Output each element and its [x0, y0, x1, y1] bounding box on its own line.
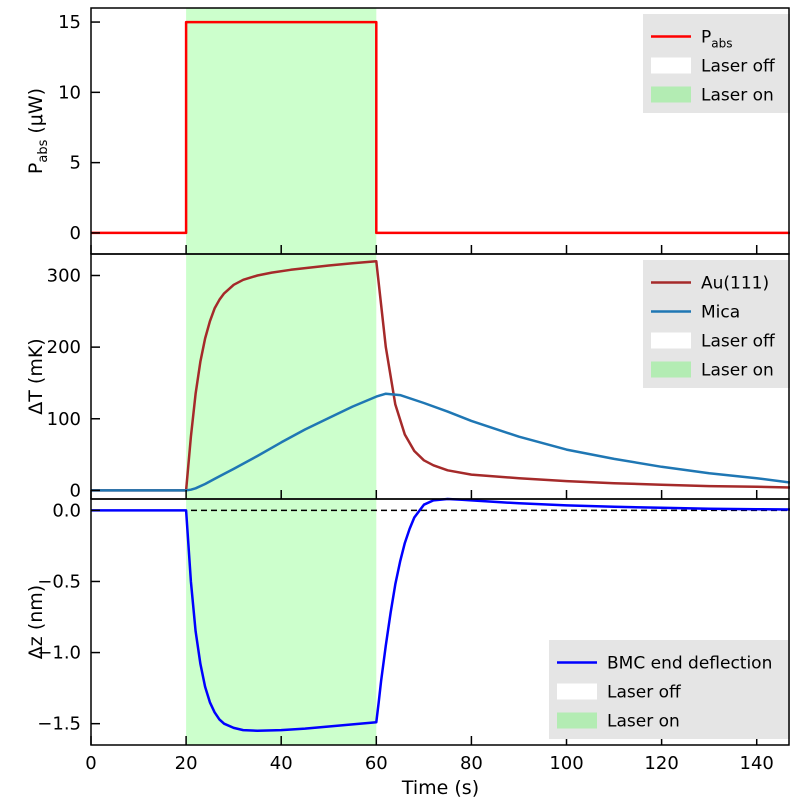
legend-label: Laser on — [607, 712, 680, 732]
x-axis-label: Time (s) — [401, 777, 479, 799]
legend-patch-swatch — [651, 332, 691, 349]
y-tick-label: 100 — [47, 409, 81, 430]
y-axis-label: ΔT (mK) — [25, 338, 47, 414]
x-tick-label: 100 — [549, 753, 583, 774]
legend: BMC end deflection Laser off Laser on — [549, 640, 790, 739]
x-tick-label: 40 — [270, 753, 293, 774]
legend: Au(111) Mica Laser off Laser on — [643, 260, 790, 388]
legend-patch-swatch — [557, 712, 597, 729]
x-tick-label: 0 — [85, 753, 96, 774]
legend-patch-swatch — [651, 86, 691, 103]
legend-label: BMC end deflection — [607, 654, 772, 674]
legend-label: Laser off — [607, 683, 682, 703]
y-tick-label: 5 — [70, 153, 81, 174]
y-axis-label: Δz (nm) — [25, 585, 47, 659]
y-tick-label: 10 — [58, 82, 81, 103]
series-line-mica — [91, 392, 790, 492]
legend-label: Laser off — [701, 57, 776, 77]
panel-deflection: 0.0 −0.5 −1.0 −1.50 20 40 60 80 100 120 140 Δz (nm)… — [25, 497, 790, 799]
series-line-au111 — [91, 259, 790, 492]
y-tick-label: −0.5 — [37, 571, 81, 592]
legend-label: Pabs — [701, 28, 733, 51]
legend-label: Laser off — [701, 332, 776, 352]
y-tick-label: 0.0 — [52, 500, 81, 521]
y-axis-label: Pabs (μW) — [25, 88, 51, 174]
legend-label: Laser on — [701, 86, 774, 106]
series-line-pabs — [91, 20, 790, 235]
legend-label: Laser on — [701, 361, 774, 381]
y-tick-label: 200 — [47, 337, 81, 358]
laser-on-region — [186, 499, 377, 745]
panel-temperature-change: 0 100 200 300 ΔT (mK) Au(111) Mica Laser off Las… — [25, 254, 790, 501]
legend-patch-swatch — [557, 683, 597, 700]
legend: Pabs Laser off Laser on — [643, 14, 790, 113]
laser-on-region — [186, 8, 377, 254]
y-tick-label: −1.5 — [37, 714, 81, 735]
panel-frame — [90, 498, 790, 746]
y-tick-label: 15 — [58, 12, 81, 33]
series-line-bmc — [91, 497, 790, 733]
panel-absorbed-power: 0 5 10 15 Pabs (μW) Pabs Laser off Laser on — [25, 8, 790, 254]
y-tick-label: 0 — [70, 480, 81, 501]
laser-on-region — [186, 254, 377, 499]
x-tick-label: 20 — [175, 753, 198, 774]
panel-frames — [90, 7, 790, 746]
y-tick-label: −1.0 — [37, 643, 81, 664]
y-tick-label: 300 — [47, 265, 81, 286]
y-tick-label: 0 — [70, 223, 81, 244]
legend-patch-swatch — [651, 361, 691, 378]
x-tick-label: 120 — [644, 753, 678, 774]
x-tick-label: 140 — [740, 753, 774, 774]
x-tick-label: 60 — [365, 753, 388, 774]
legend-label: Au(111) — [701, 274, 769, 294]
legend-patch-swatch — [651, 57, 691, 74]
legend-label: Mica — [701, 303, 740, 323]
x-tick-label: 80 — [460, 753, 483, 774]
